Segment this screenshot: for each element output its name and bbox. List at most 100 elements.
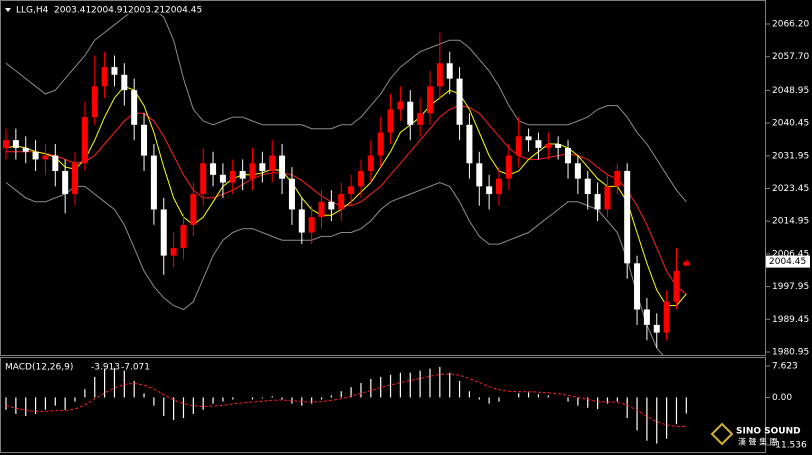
candle-body [663, 301, 670, 333]
candle-body [170, 247, 177, 256]
plot-area [3, 14, 690, 355]
candle-body [131, 90, 138, 125]
candle-body [180, 224, 187, 248]
candle-body [22, 147, 29, 152]
candle-body [52, 155, 59, 171]
candle-body [348, 186, 355, 195]
symbol: LLG,H4 [16, 6, 49, 16]
candle-body [496, 178, 502, 195]
candle-body [190, 194, 197, 225]
candle-body [318, 201, 325, 218]
candle-body [111, 67, 118, 75]
y-tick-label: 0.00 [772, 393, 792, 403]
candle-body [229, 170, 236, 183]
header-low: 2003.21 [128, 6, 165, 16]
logo: SINO SOUND 漢 聲 集 團 [710, 422, 801, 447]
candle-body [200, 163, 207, 195]
candle-body [505, 155, 512, 179]
price-box [766, 255, 810, 268]
header-open: 2003.41 [54, 6, 91, 16]
candle-body [515, 136, 522, 156]
candle-body [683, 261, 690, 266]
y-tick-label: 2014.95 [772, 217, 809, 227]
candle-body [81, 117, 88, 164]
candle-body [643, 309, 650, 325]
candle-body [42, 155, 49, 160]
candle-body [91, 86, 98, 118]
candle-body [466, 124, 473, 164]
candle-body [72, 163, 79, 195]
candle-body [32, 151, 39, 160]
indicator-line [6, 105, 687, 295]
candle-body [417, 113, 424, 125]
candle-body [141, 124, 148, 156]
candle-body [397, 101, 404, 110]
candle-body [367, 155, 374, 171]
logo-mark [710, 422, 734, 446]
candle-body [555, 144, 562, 148]
candle-body [269, 155, 276, 171]
candle-body [308, 217, 315, 233]
candle-body [614, 170, 621, 187]
candle-body [239, 170, 246, 179]
candle-body [436, 63, 443, 87]
signal-line [5, 373, 687, 428]
y-tick-label: 2057.70 [772, 52, 809, 62]
candle-body [426, 86, 433, 114]
candle-body [298, 209, 305, 233]
candle-body [101, 67, 108, 87]
y-tick-label: 1989.45 [772, 315, 809, 325]
header-close: 2004.45 [165, 6, 202, 16]
candle-body [634, 263, 641, 310]
indicator-line [5, 181, 664, 355]
candle-body [584, 178, 591, 195]
candle-body [545, 144, 552, 148]
candle-body [673, 271, 680, 302]
y-tick-label: 1997.95 [772, 282, 809, 292]
y-tick-label: 2040.45 [772, 119, 809, 129]
candle-body [279, 155, 286, 179]
candle-body [377, 132, 384, 156]
candle-body [574, 163, 581, 179]
candle-body [476, 163, 483, 187]
candle-body [249, 163, 256, 179]
candle-body [259, 163, 266, 171]
candle-body [446, 63, 453, 79]
candle-body [486, 186, 493, 195]
candle-body [328, 201, 335, 210]
candle-body [565, 147, 572, 164]
y-tick-label: 2006.45 [772, 249, 809, 259]
y-tick-label: 2048.95 [772, 86, 809, 96]
candle-body [604, 186, 611, 210]
candle-body [160, 209, 167, 256]
y-tick-label: 7.623 [772, 362, 798, 372]
candle-body [121, 74, 128, 91]
macd-signal-last: -7.071 [121, 363, 150, 373]
current-price: 2004.45 [769, 257, 806, 267]
main-panel-border [0, 0, 766, 356]
candle-body [62, 170, 69, 195]
logo-subtitle: 漢 聲 集 團 [738, 437, 778, 447]
header-high: 2004.91 [91, 6, 128, 16]
candle-body [357, 170, 364, 187]
y-tick-label: 2031.95 [772, 151, 809, 161]
candle-body [150, 155, 157, 210]
candle-body [653, 324, 660, 333]
candle-body [594, 194, 601, 210]
y-tick-label: -11.536 [772, 440, 807, 450]
y-tick-label: 1980.95 [772, 347, 809, 357]
macd-hist-last: -3.913 [91, 363, 120, 373]
indicator-line [5, 14, 687, 203]
candle-body [387, 109, 394, 133]
candle-body [210, 163, 217, 175]
y-tick-label: 2023.45 [772, 184, 809, 194]
candle-body [407, 101, 414, 125]
macd-panel-border [0, 357, 766, 453]
y-tick-label: 2066.20 [772, 20, 809, 30]
candle-body [3, 140, 9, 148]
candle-body [12, 140, 19, 148]
indicator-line [5, 85, 687, 307]
candle-body [219, 174, 226, 183]
candle-body [525, 136, 532, 141]
